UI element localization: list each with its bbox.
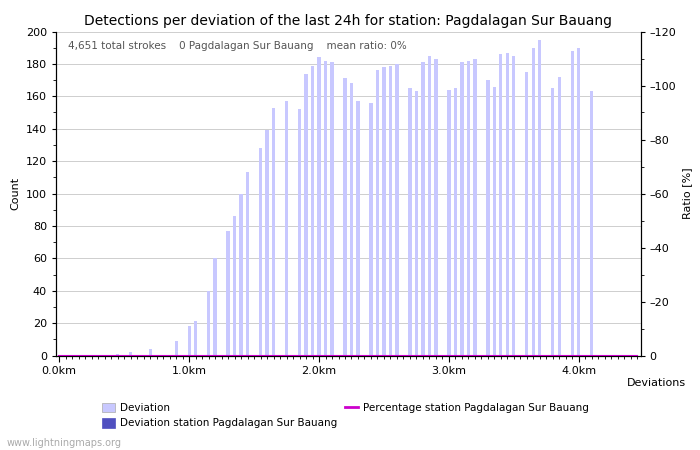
Bar [590, 91, 594, 356]
Bar [376, 70, 379, 356]
Y-axis label: Count: Count [10, 177, 20, 210]
Bar [434, 59, 438, 356]
Bar [246, 172, 249, 356]
Y-axis label: Ratio [%]: Ratio [%] [682, 168, 692, 219]
Bar [578, 48, 580, 356]
Legend: Deviation, Deviation station Pagdalagan Sur Bauang, Percentage station Pagdalaga: Deviation, Deviation station Pagdalagan … [102, 403, 589, 428]
Bar [265, 130, 269, 356]
Text: Deviations: Deviations [626, 378, 685, 388]
Bar [227, 231, 230, 356]
Bar [454, 88, 457, 356]
Bar [324, 61, 327, 356]
Bar [298, 109, 301, 356]
Bar [116, 354, 119, 356]
Bar [304, 74, 308, 356]
Bar [421, 62, 425, 356]
Bar [330, 62, 334, 356]
Bar [259, 148, 262, 356]
Bar [395, 64, 398, 356]
Bar [512, 56, 515, 356]
Bar [493, 86, 496, 356]
Bar [525, 72, 528, 356]
Bar [317, 58, 321, 356]
Bar [538, 40, 542, 356]
Bar [415, 91, 418, 356]
Bar [389, 66, 392, 356]
Text: www.lightningmaps.org: www.lightningmaps.org [7, 438, 122, 448]
Bar [408, 88, 412, 356]
Bar [532, 48, 535, 356]
Bar [350, 83, 353, 356]
Bar [570, 51, 574, 356]
Bar [129, 352, 132, 356]
Bar [194, 321, 197, 356]
Title: Detections per deviation of the last 24h for station: Pagdalagan Sur Bauang: Detections per deviation of the last 24h… [84, 14, 612, 27]
Bar [467, 61, 470, 356]
Bar [344, 78, 346, 356]
Bar [285, 101, 288, 356]
Bar [311, 66, 314, 356]
Bar [499, 54, 503, 356]
Bar [272, 108, 275, 356]
Bar [239, 194, 243, 356]
Bar [505, 53, 509, 356]
Bar [233, 216, 236, 356]
Bar [370, 103, 372, 356]
Bar [207, 291, 210, 356]
Bar [428, 56, 431, 356]
Bar [461, 62, 463, 356]
Bar [447, 90, 451, 356]
Bar [174, 341, 178, 356]
Bar [551, 88, 554, 356]
Text: 4,651 total strokes    0 Pagdalagan Sur Bauang    mean ratio: 0%: 4,651 total strokes 0 Pagdalagan Sur Bau… [68, 41, 407, 51]
Bar [486, 80, 489, 356]
Bar [188, 326, 191, 356]
Bar [148, 349, 152, 356]
Bar [473, 59, 477, 356]
Bar [558, 77, 561, 356]
Bar [214, 258, 217, 356]
Bar [356, 101, 360, 356]
Bar [382, 67, 386, 356]
